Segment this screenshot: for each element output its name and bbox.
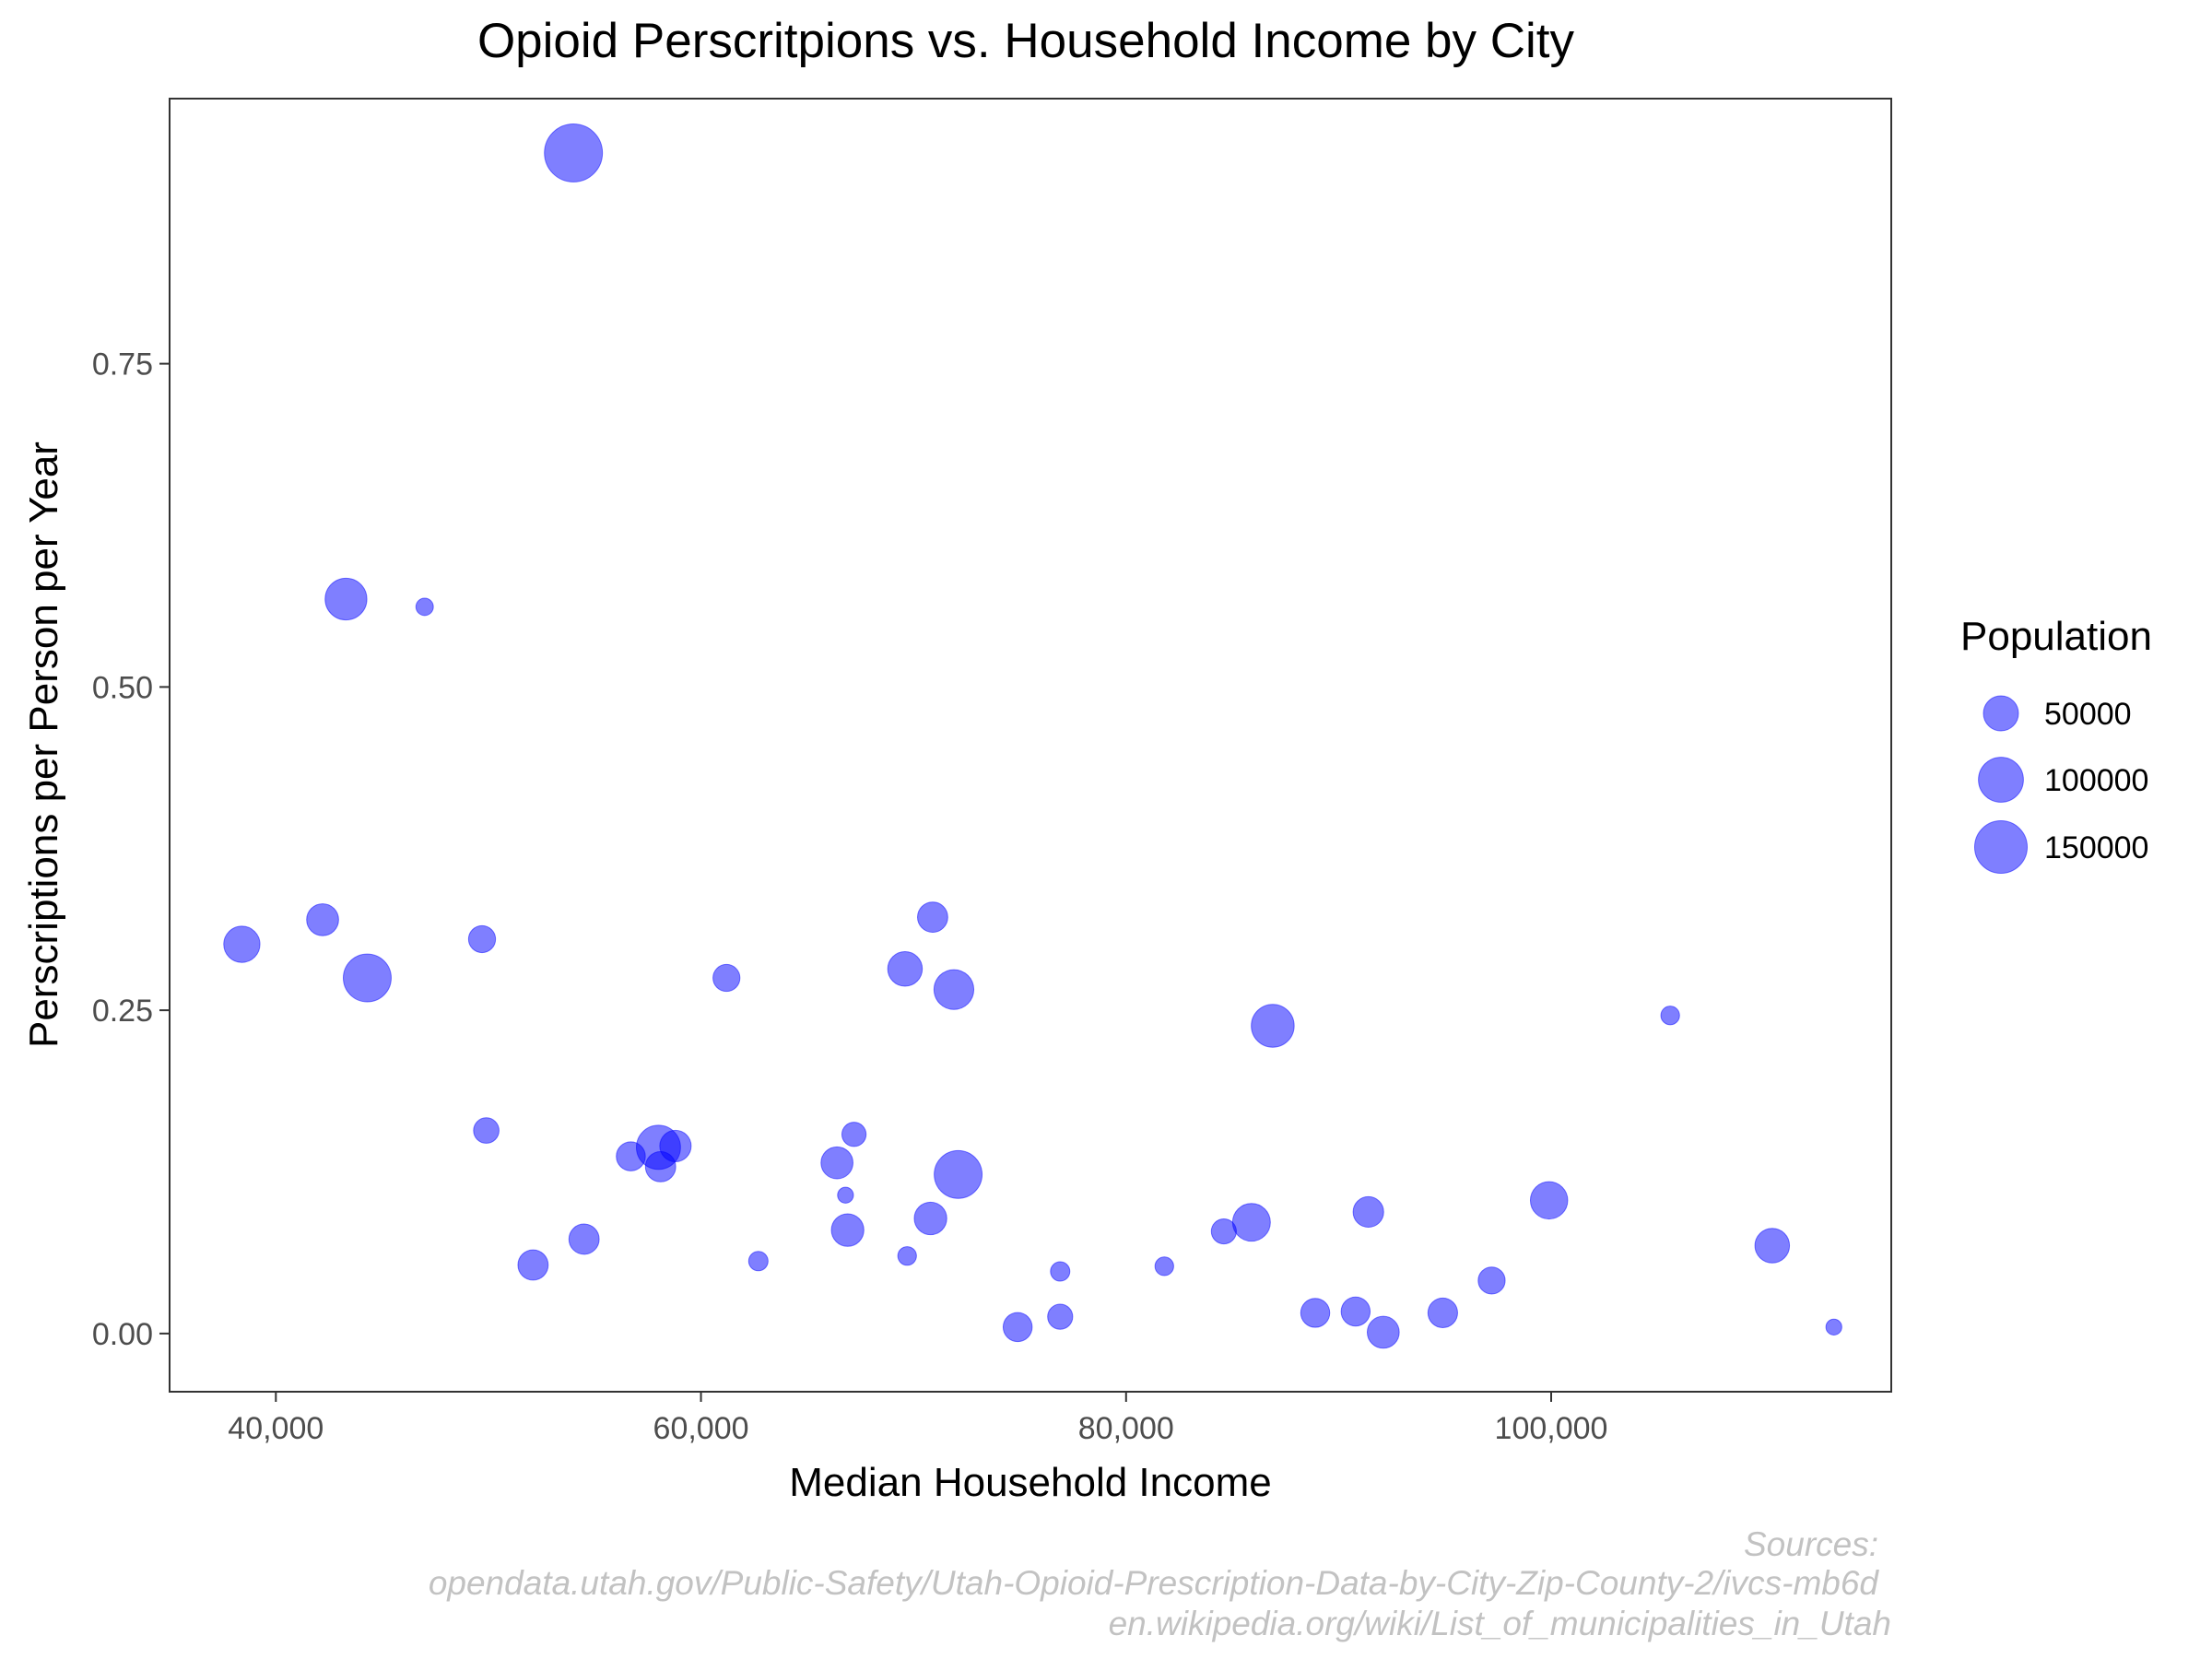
- data-point: [659, 1129, 692, 1162]
- y-tick-label: 0.00: [92, 1317, 153, 1352]
- data-point: [467, 924, 497, 954]
- data-point: [933, 969, 975, 1010]
- data-point: [820, 1146, 853, 1180]
- data-point: [324, 577, 368, 621]
- data-point: [1427, 1297, 1458, 1328]
- data-point: [1231, 1203, 1271, 1242]
- x-axis: 40,000 60,000 80,000 100,000: [228, 1392, 1607, 1446]
- data-point: [1210, 1218, 1237, 1245]
- data-point: [1050, 1261, 1071, 1282]
- plot-panel-border: [169, 98, 1892, 1393]
- data-point: [887, 950, 924, 987]
- data-point: [934, 1149, 983, 1199]
- data-point: [1300, 1298, 1331, 1328]
- data-point: [415, 597, 434, 617]
- data-point: [712, 963, 741, 993]
- data-point: [1366, 1315, 1400, 1349]
- data-point: [1047, 1303, 1074, 1330]
- data-point: [1251, 1004, 1295, 1048]
- data-point: [473, 1117, 500, 1144]
- sources-heading: Sources:: [1744, 1525, 1878, 1563]
- sources-line-2: en.wikipedia.org/wiki/List_of_municipali…: [1109, 1605, 1891, 1642]
- data-point: [841, 1122, 867, 1147]
- y-tick-label: 0.25: [92, 994, 153, 1029]
- data-point: [837, 1186, 854, 1204]
- y-tick-label: 0.50: [92, 670, 153, 705]
- data-point: [1825, 1318, 1842, 1335]
- data-point: [306, 903, 339, 936]
- y-axis: 0.00 0.25 0.50 0.75: [92, 347, 170, 1352]
- data-point: [913, 1201, 947, 1236]
- data-point: [223, 925, 261, 963]
- data-point: [1340, 1296, 1371, 1327]
- legend-label: 100000: [2044, 763, 2148, 798]
- legend-title: Population: [1960, 614, 2152, 659]
- y-tick-label: 0.75: [92, 347, 153, 382]
- sources-note: Sources: opendata.utah.gov/Public-Safety…: [429, 1525, 1891, 1642]
- chart-title: Opioid Perscritpions vs. Household Incom…: [477, 14, 1575, 68]
- legend-key: [1983, 695, 2019, 732]
- data-point: [568, 1223, 600, 1255]
- legend-key: [1978, 757, 2024, 803]
- data-point: [1352, 1195, 1384, 1229]
- legend: Population 50000 100000 150000: [1960, 614, 2152, 875]
- data-point: [747, 1251, 769, 1272]
- data-point: [544, 123, 604, 182]
- y-axis-label: Perscriptions per Person per Year: [21, 441, 66, 1048]
- data-point: [1660, 1006, 1680, 1026]
- data-point: [1154, 1256, 1174, 1277]
- legend-label: 150000: [2044, 830, 2148, 865]
- x-tick-label: 100,000: [1495, 1411, 1608, 1446]
- sources-line-1: opendata.utah.gov/Public-Safety/Utah-Opi…: [429, 1564, 1880, 1602]
- data-points: [223, 123, 1842, 1349]
- data-point: [1754, 1228, 1791, 1264]
- data-point: [830, 1213, 865, 1247]
- x-axis-label: Median Household Income: [789, 1460, 1271, 1505]
- data-point: [917, 901, 948, 933]
- legend-label: 50000: [2044, 697, 2132, 732]
- data-point: [897, 1246, 917, 1266]
- x-tick-label: 80,000: [1078, 1411, 1174, 1446]
- legend-entries: 50000 100000 150000: [1973, 695, 2148, 875]
- x-tick-label: 60,000: [653, 1411, 749, 1446]
- data-point: [517, 1249, 549, 1281]
- legend-key: [1973, 819, 2029, 875]
- data-point: [1002, 1312, 1033, 1343]
- data-point: [1529, 1181, 1569, 1220]
- data-point: [343, 953, 392, 1003]
- x-tick-label: 40,000: [228, 1411, 324, 1446]
- data-point: [1477, 1266, 1506, 1295]
